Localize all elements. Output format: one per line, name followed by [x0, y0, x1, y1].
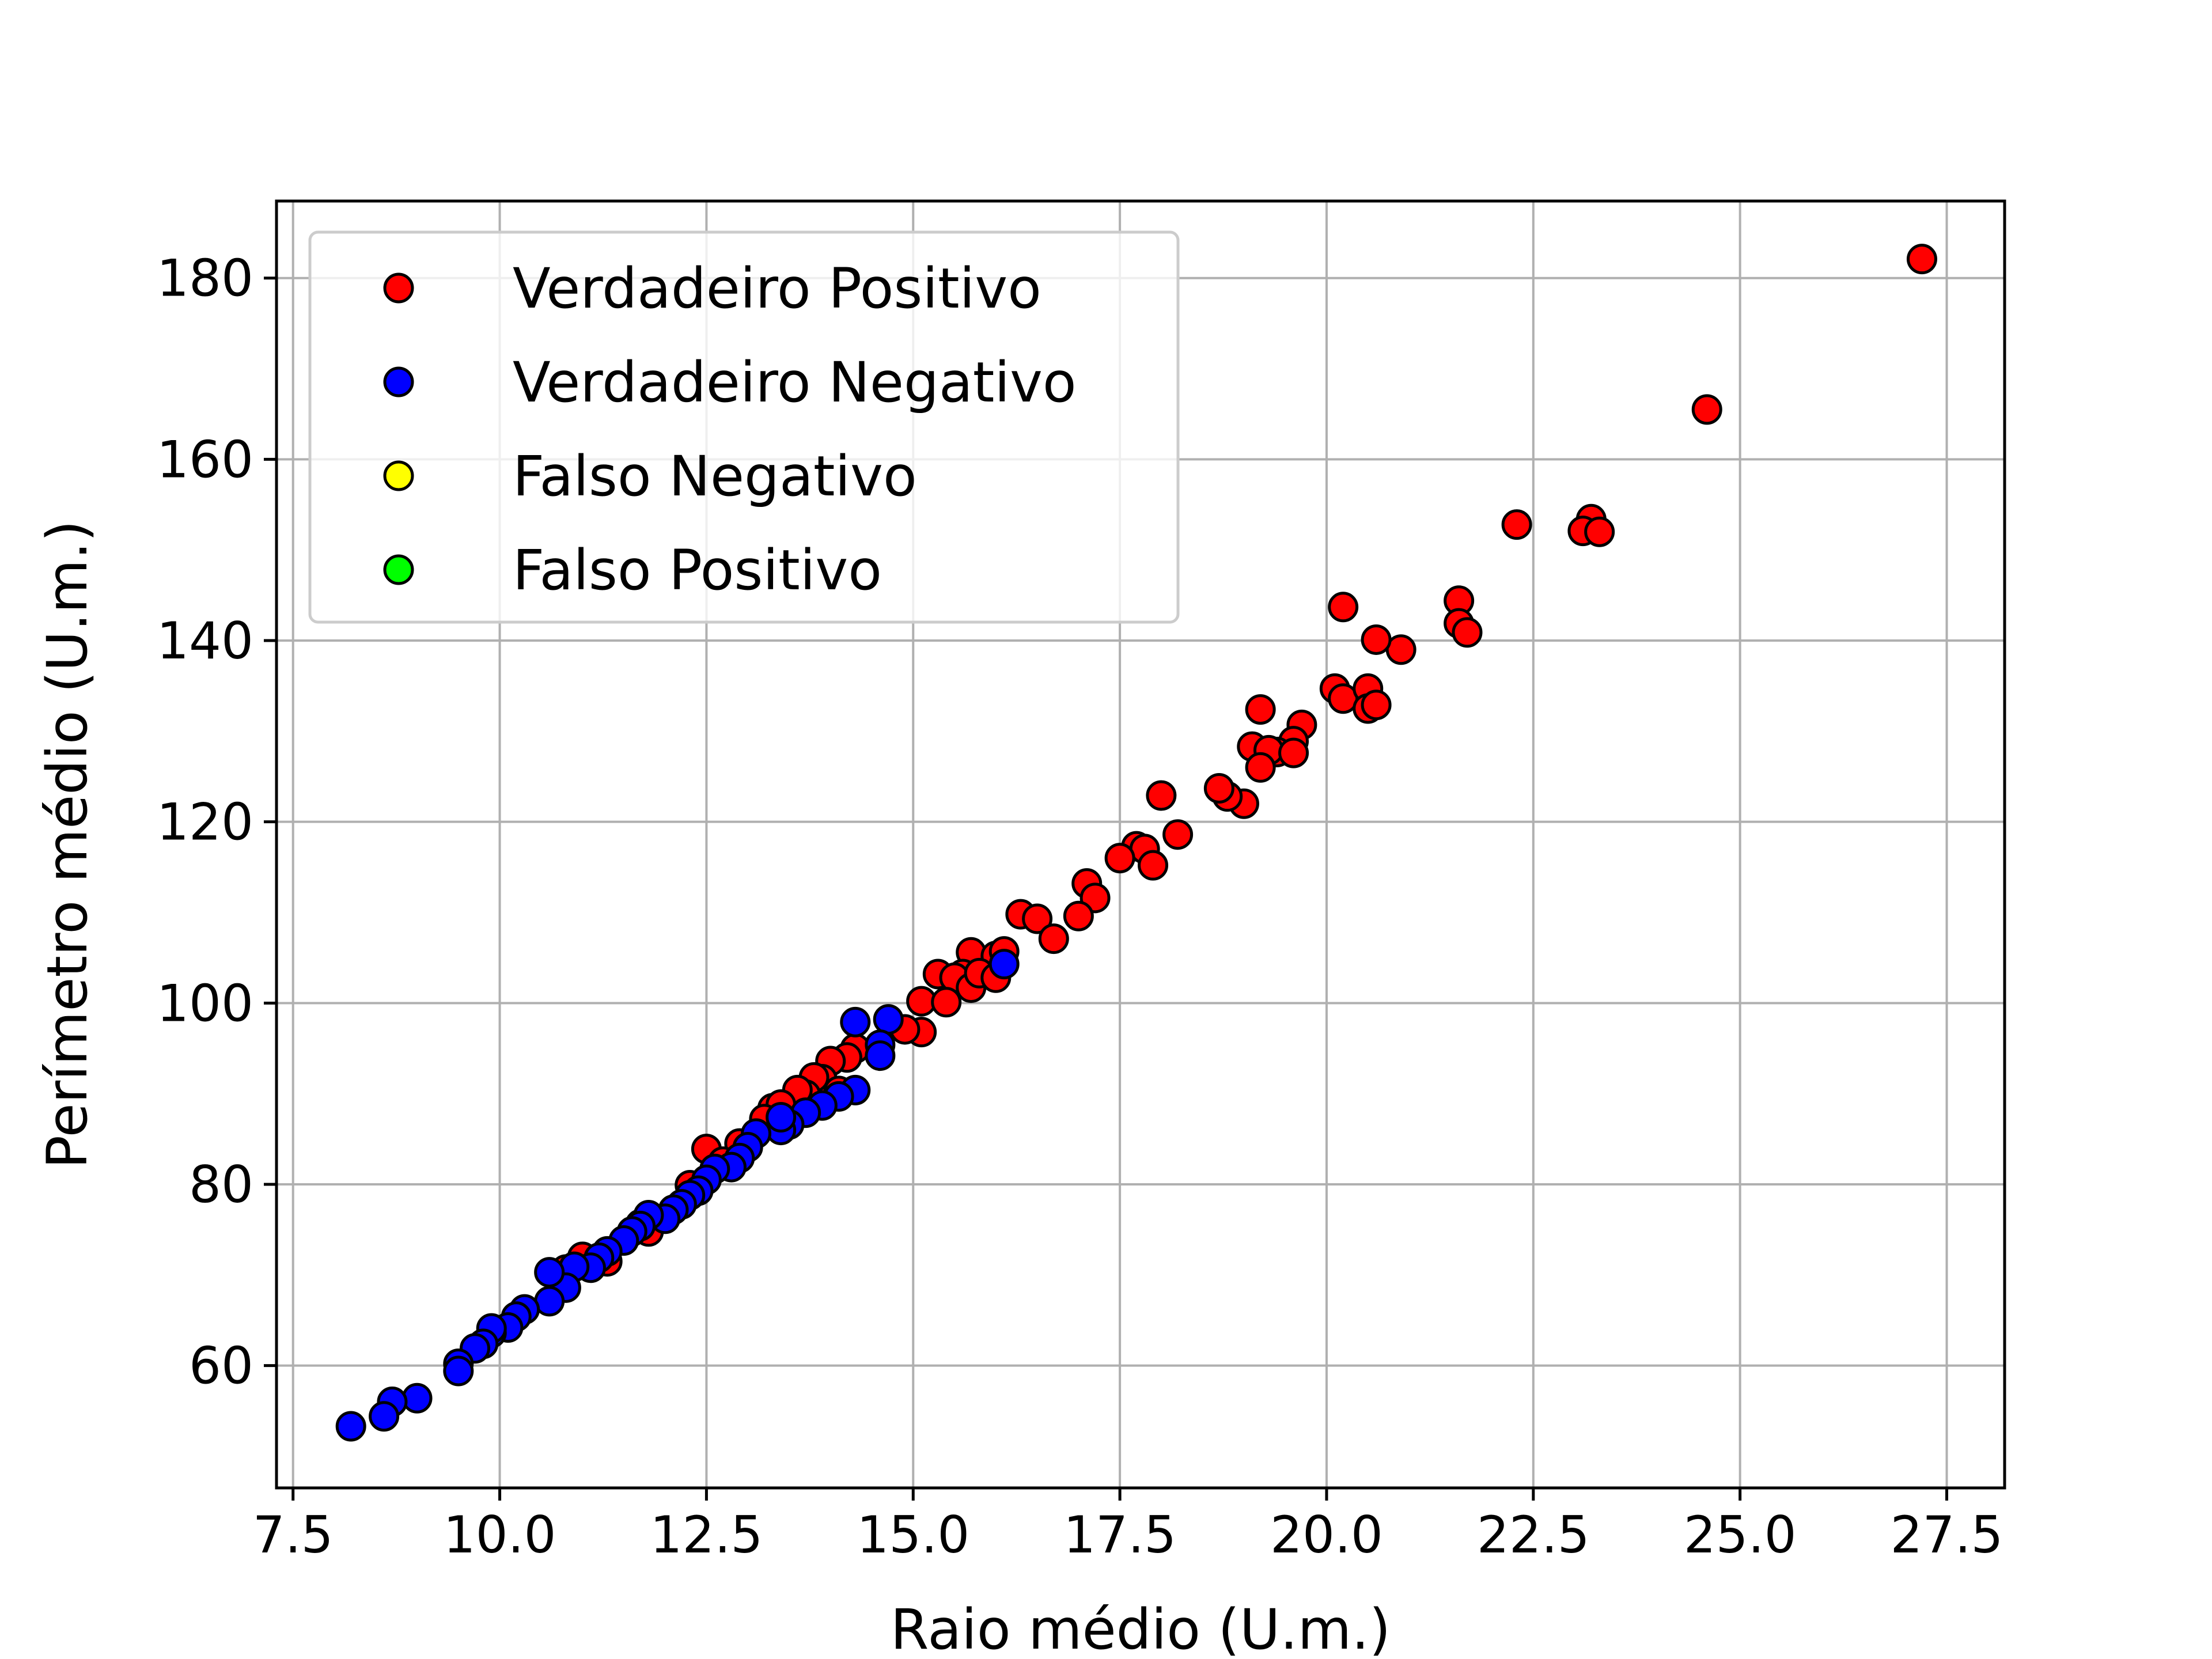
data-points: [335, 244, 1937, 1442]
data-point: [1584, 516, 1615, 547]
data-point: [1245, 752, 1276, 783]
data-point: [1278, 737, 1309, 768]
data-point: [873, 1004, 904, 1035]
data-point: [1906, 244, 1937, 275]
y-tick-label: 80: [189, 1155, 253, 1214]
x-tick-label: 17.5: [1063, 1505, 1176, 1565]
data-point: [1104, 843, 1135, 874]
data-point: [1501, 509, 1532, 540]
x-tick-label: 15.0: [857, 1505, 969, 1565]
y-tick-label: 120: [157, 793, 253, 852]
data-point: [443, 1355, 474, 1387]
data-point: [1146, 780, 1177, 811]
legend-label: Verdadeiro Positivo: [513, 256, 1041, 321]
data-point: [1691, 394, 1722, 425]
legend-marker: [383, 460, 414, 491]
x-tick-label: 25.0: [1684, 1505, 1797, 1565]
y-axis-label: Perímetro médio (U.m.): [35, 520, 100, 1169]
y-tick-label: 100: [157, 974, 253, 1033]
x-axis-label: Raio médio (U.m.): [891, 1597, 1391, 1659]
data-point: [1063, 900, 1094, 931]
data-point: [1022, 903, 1053, 934]
legend-marker: [383, 366, 414, 397]
data-point: [1361, 690, 1392, 721]
legend-marker: [383, 554, 414, 585]
legend-items: Verdadeiro Positivo Verdadeiro Negativo Fa…: [383, 256, 1077, 603]
x-axis-ticks: 7.5 10.0 12.5 15.0 17.5 20.0 22.5 25.0 27.5: [253, 1488, 2003, 1565]
data-point: [1138, 850, 1169, 881]
data-point: [840, 1006, 871, 1037]
y-tick-label: 180: [157, 249, 253, 308]
data-point: [1452, 617, 1483, 648]
data-point: [1361, 624, 1392, 655]
data-point: [931, 987, 962, 1018]
data-point: [335, 1411, 366, 1442]
x-tick-label: 10.0: [444, 1505, 556, 1565]
x-tick-label: 22.5: [1477, 1505, 1590, 1565]
x-tick-label: 12.5: [650, 1505, 763, 1565]
plot-frame: [275, 199, 2006, 1490]
data-point: [766, 1102, 797, 1133]
data-point: [534, 1257, 565, 1288]
y-tick-label: 160: [157, 430, 253, 489]
data-point: [988, 949, 1020, 980]
y-axis-ticks: 60 80 100 120 140 160 180: [157, 249, 276, 1396]
y-tick-label: 60: [189, 1336, 253, 1396]
legend-label: Falso Positivo: [513, 538, 882, 603]
legend: Verdadeiro Positivo Verdadeiro Negativo Fa…: [308, 230, 1180, 624]
data-point: [1162, 819, 1194, 850]
y-tick-label: 140: [157, 611, 253, 671]
x-tick-label: 20.0: [1270, 1505, 1383, 1565]
legend-marker: [383, 272, 414, 304]
legend-label: Verdadeiro Negativo: [513, 350, 1077, 415]
x-tick-label: 27.5: [1891, 1505, 2003, 1565]
legend-box: [308, 230, 1180, 624]
data-point: [865, 1040, 896, 1071]
data-point: [369, 1401, 400, 1432]
data-point: [1203, 772, 1234, 804]
data-point: [1328, 592, 1359, 623]
data-point: [402, 1382, 433, 1414]
x-tick-label: 7.5: [253, 1505, 334, 1565]
legend-label: Falso Negativo: [513, 444, 917, 509]
data-point: [1038, 923, 1069, 955]
data-point: [1245, 694, 1276, 725]
